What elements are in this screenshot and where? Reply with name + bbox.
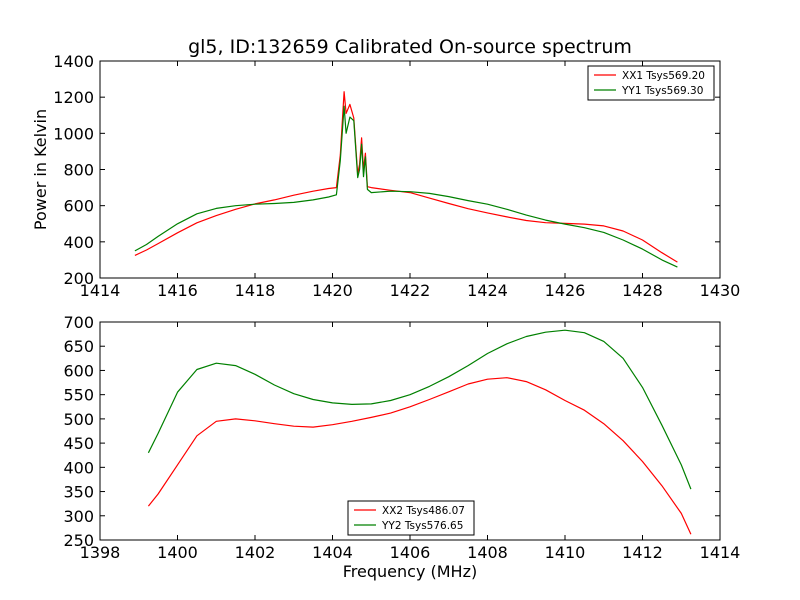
x-tick-label: 1424 — [467, 281, 508, 300]
y-tick-label: 550 — [63, 386, 94, 405]
x-axis-label: Frequency (MHz) — [343, 562, 477, 581]
y-tick-label: 600 — [63, 197, 94, 216]
x-tick-label: 1400 — [157, 543, 198, 562]
legend-label: XX2 Tsys486.07 — [382, 505, 465, 517]
y-tick-label: 650 — [63, 337, 94, 356]
figure-title: gl5, ID:132659 Calibrated On-source spec… — [188, 36, 632, 58]
legend-label: YY2 Tsys576.65 — [381, 520, 463, 532]
y-tick-label: 1400 — [53, 52, 94, 71]
y-tick-label: 800 — [63, 161, 94, 180]
y-tick-label: 300 — [63, 507, 94, 526]
y-tick-label: 1200 — [53, 88, 94, 107]
series-line-xx2 — [147, 377, 692, 535]
series-line-xx1 — [134, 91, 678, 263]
x-tick-label: 1430 — [700, 281, 741, 300]
x-tick-label: 1426 — [545, 281, 586, 300]
x-tick-label: 1412 — [622, 543, 663, 562]
y-tick-label: 600 — [63, 361, 94, 380]
x-tick-label: 1398 — [80, 543, 121, 562]
x-tick-label: 1402 — [235, 543, 276, 562]
x-tick-label: 1422 — [390, 281, 431, 300]
y-tick-label: 250 — [63, 531, 94, 550]
y-tick-label: 400 — [63, 233, 94, 252]
legend-label: XX1 Tsys569.20 — [622, 70, 705, 82]
legend-box — [587, 65, 715, 101]
series-line-yy2 — [147, 329, 692, 490]
y-axis-label: Power in Kelvin — [31, 109, 50, 230]
x-tick-label: 1410 — [545, 543, 586, 562]
x-tick-label: 1428 — [622, 281, 663, 300]
legend-label: YY1 Tsys569.30 — [621, 85, 703, 97]
y-tick-label: 350 — [63, 483, 94, 502]
legend: XX1 Tsys569.20 YY1 Tsys569.30 — [587, 65, 715, 101]
y-tick-label: 200 — [63, 269, 94, 288]
y-tick-label: 700 — [63, 313, 94, 332]
y-tick-label: 500 — [63, 410, 94, 429]
x-tick-label: 1414 — [700, 543, 741, 562]
legend-box — [347, 500, 475, 536]
x-tick-label: 1418 — [235, 281, 276, 300]
x-tick-label: 1404 — [312, 543, 353, 562]
legend: XX2 Tsys486.07 YY2 Tsys576.65 — [347, 500, 475, 536]
x-tick-label: 1420 — [312, 281, 353, 300]
series-line-yy1 — [134, 105, 678, 268]
y-tick-label: 1000 — [53, 124, 94, 143]
panel-bottom: 1398 1400 1402 1404 1406 1408 1410 1412 1414 250 3… — [63, 313, 740, 581]
x-tick-label: 1408 — [467, 543, 508, 562]
x-tick-label: 1406 — [390, 543, 431, 562]
y-tick-label: 450 — [63, 434, 94, 453]
y-tick-label: 400 — [63, 458, 94, 477]
x-tick-label: 1416 — [157, 281, 198, 300]
x-tick-label: 1414 — [80, 281, 121, 300]
panel-top: 1414 1416 1418 1420 1422 1424 1426 1428 1430 200 4… — [31, 52, 740, 300]
